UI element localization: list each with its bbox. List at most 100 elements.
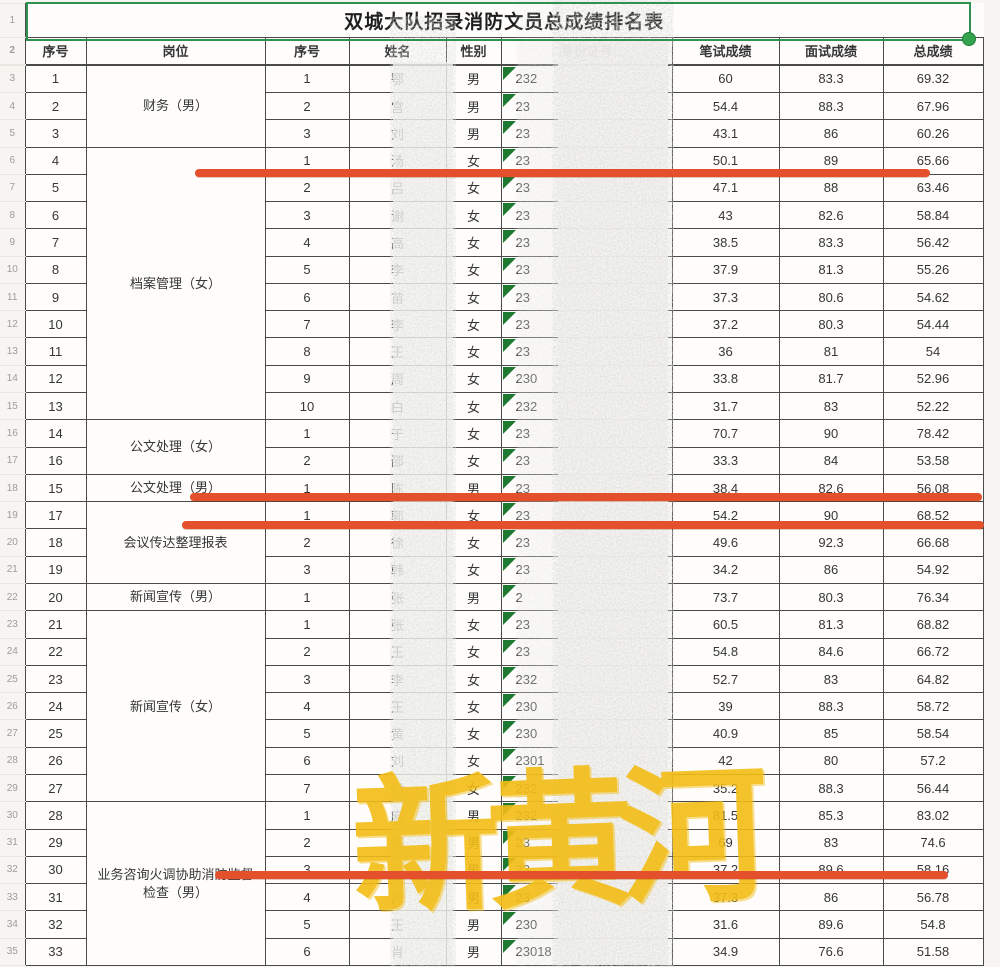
row-header-31[interactable]: 31 (0, 828, 26, 857)
cell-subrank[interactable]: 8 (264, 337, 350, 366)
cell-total-score[interactable]: 54.62 (882, 282, 984, 312)
cell-subrank[interactable]: 4 (264, 883, 350, 912)
cell-id-number[interactable]: 23 (500, 201, 673, 230)
cell-gender[interactable]: 女 (445, 773, 502, 803)
cell-gender[interactable]: 男 (445, 883, 502, 912)
cell-name[interactable]: 付 (348, 773, 447, 803)
cell-name[interactable]: 肖 (348, 937, 447, 967)
cell-id-number[interactable]: 23 (500, 883, 673, 912)
cell-interview-score[interactable]: 80 (778, 746, 884, 775)
cell-name[interactable]: 周 (348, 364, 447, 394)
cell-name[interactable]: 韩 (348, 555, 447, 585)
cell-written-score[interactable]: 49.6 (671, 528, 780, 557)
cell-id-number[interactable]: 23 (500, 228, 673, 257)
cell-total-score[interactable]: 67.96 (882, 91, 984, 121)
cell-id-number[interactable]: 23 (500, 828, 673, 857)
cell-gender[interactable]: 女 (445, 228, 502, 257)
cell-name[interactable]: 宫 (348, 91, 447, 121)
cell-total-score[interactable]: 76.34 (882, 583, 984, 612)
cell-gender[interactable]: 女 (445, 719, 502, 748)
row-header-20[interactable]: 20 (0, 528, 26, 557)
cell-rank[interactable]: 17 (24, 501, 87, 530)
cell-gender[interactable]: 男 (445, 583, 502, 612)
cell-subrank[interactable]: 1 (264, 801, 350, 830)
cell-name[interactable]: 王 (348, 637, 447, 666)
cell-subrank[interactable]: 5 (264, 910, 350, 939)
cell-gender[interactable]: 女 (445, 310, 502, 339)
cell-id-number[interactable]: 232 (500, 773, 673, 803)
cell-gender[interactable]: 女 (445, 173, 502, 203)
cell-name[interactable]: 于 (348, 419, 447, 448)
row-header-33[interactable]: 33 (0, 883, 26, 912)
cell-interview-score[interactable]: 88 (778, 173, 884, 203)
cell-written-score[interactable]: 34.9 (671, 937, 780, 967)
cell-gender[interactable]: 男 (445, 64, 502, 93)
cell-total-score[interactable]: 56.78 (882, 883, 984, 912)
cell-subrank[interactable]: 7 (264, 773, 350, 803)
row-header-22[interactable]: 22 (0, 583, 26, 612)
cell-rank[interactable]: 15 (24, 473, 87, 503)
cell-written-score[interactable]: 73.7 (671, 583, 780, 612)
cell-gender[interactable]: 女 (445, 392, 502, 421)
cell-gender[interactable]: 女 (445, 419, 502, 448)
cell-total-score[interactable]: 57.2 (882, 746, 984, 775)
cell-subrank[interactable]: 4 (264, 228, 350, 257)
cell-written-score[interactable]: 31.6 (671, 910, 780, 939)
cell-written-score[interactable]: 36 (671, 337, 780, 366)
cell-written-score[interactable]: 35.2 (671, 773, 780, 803)
cell-name[interactable]: 白 (348, 392, 447, 421)
cell-written-score[interactable]: 37.3 (671, 282, 780, 312)
cell-position[interactable]: 新闻宣传（女） (85, 610, 266, 803)
cell-gender[interactable]: 女 (445, 746, 502, 775)
cell-rank[interactable]: 29 (24, 828, 87, 857)
cell-written-score[interactable]: 33.3 (671, 446, 780, 475)
cell-position[interactable]: 公文处理（女） (85, 419, 266, 475)
cell-interview-score[interactable]: 83.3 (778, 64, 884, 93)
row-header-21[interactable]: 21 (0, 555, 26, 585)
cell-rank[interactable]: 27 (24, 773, 87, 803)
cell-total-score[interactable]: 58.16 (882, 855, 984, 885)
cell-rank[interactable]: 10 (24, 310, 87, 339)
row-header-28[interactable]: 28 (0, 746, 26, 775)
cell-subrank[interactable]: 1 (264, 419, 350, 448)
cell-written-score[interactable]: 60 (671, 64, 780, 93)
cell-id-number[interactable]: 230 (500, 719, 673, 748)
cell-interview-score[interactable]: 84 (778, 446, 884, 475)
row-header-19[interactable]: 19 (0, 501, 26, 530)
row-header-23[interactable]: 23 (0, 610, 26, 639)
cell-interview-score[interactable]: 88.3 (778, 692, 884, 721)
cell-rank[interactable]: 6 (24, 201, 87, 230)
cell-interview-score[interactable]: 80.6 (778, 282, 884, 312)
cell-interview-score[interactable]: 84.6 (778, 637, 884, 666)
cell-rank[interactable]: 9 (24, 282, 87, 312)
cell-interview-score[interactable]: 76.6 (778, 937, 884, 967)
cell-rank[interactable]: 3 (24, 119, 87, 148)
cell-written-score[interactable]: 54.8 (671, 637, 780, 666)
row-header-27[interactable]: 27 (0, 719, 26, 748)
cell-rank[interactable]: 26 (24, 746, 87, 775)
cell-name[interactable]: 孙 (348, 855, 447, 885)
cell-name[interactable]: 周 (348, 883, 447, 912)
column-header-interview[interactable]: 面试成绩 (778, 37, 884, 66)
cell-gender[interactable]: 男 (445, 119, 502, 148)
cell-subrank[interactable]: 2 (264, 446, 350, 475)
cell-name[interactable]: 王 (348, 910, 447, 939)
cell-id-number[interactable]: 2301 (500, 746, 673, 775)
cell-written-score[interactable]: 52.7 (671, 664, 780, 694)
row-header-35[interactable]: 35 (0, 937, 26, 967)
cell-name[interactable]: 徐 (348, 528, 447, 557)
cell-subrank[interactable]: 2 (264, 828, 350, 857)
cell-interview-score[interactable]: 88.3 (778, 91, 884, 121)
cell-id-number[interactable]: 23 (500, 91, 673, 121)
row-header-30[interactable]: 30 (0, 801, 26, 830)
cell-rank[interactable]: 16 (24, 446, 87, 475)
row-header-18[interactable]: 18 (0, 473, 26, 503)
cell-written-score[interactable]: 33.8 (671, 364, 780, 394)
cell-interview-score[interactable]: 85.3 (778, 801, 884, 830)
cell-total-score[interactable]: 78.42 (882, 419, 984, 448)
cell-subrank[interactable]: 2 (264, 528, 350, 557)
cell-rank[interactable]: 30 (24, 855, 87, 885)
cell-id-number[interactable]: 230 (500, 910, 673, 939)
cell-total-score[interactable]: 66.68 (882, 528, 984, 557)
cell-position[interactable]: 新闻宣传（男） (85, 583, 266, 612)
